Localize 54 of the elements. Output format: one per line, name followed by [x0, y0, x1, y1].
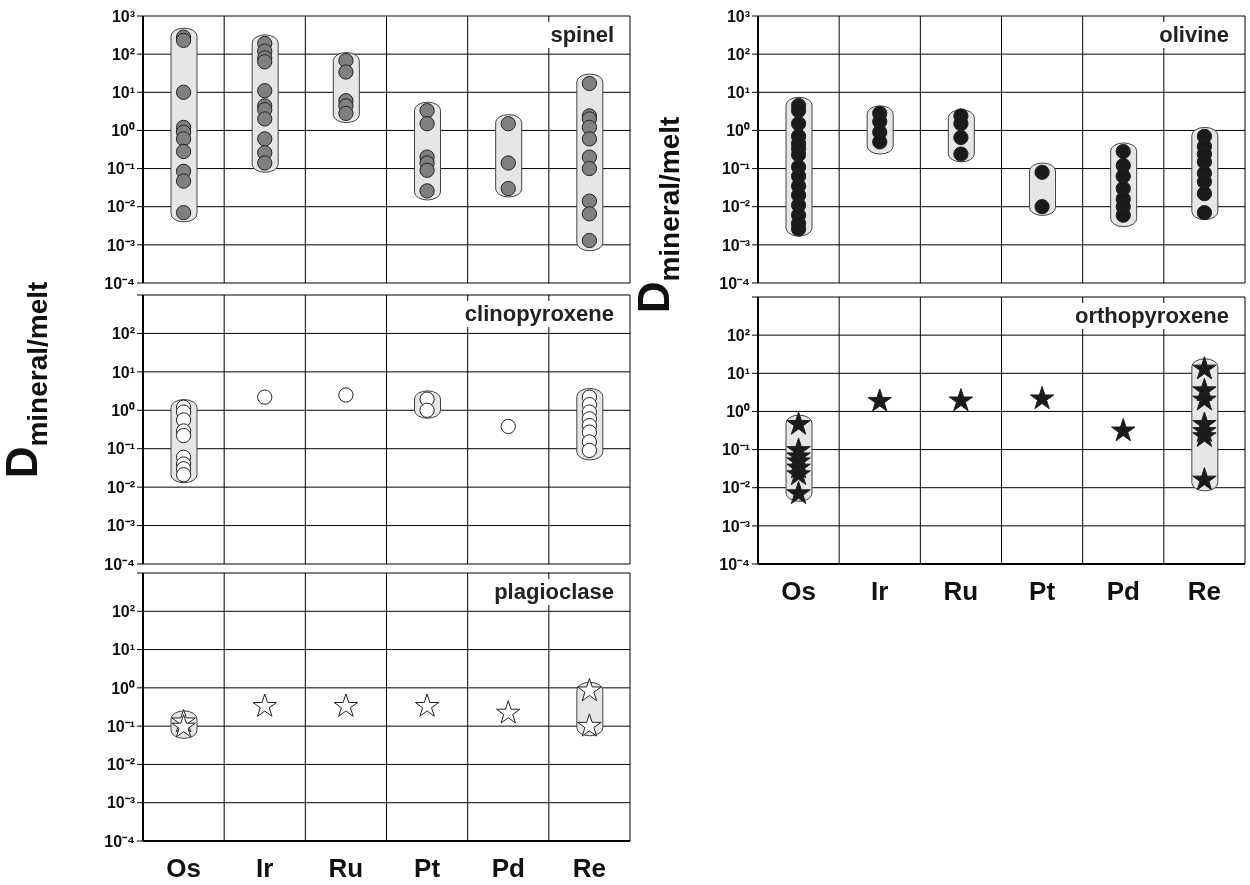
- y-tick-label: 10²: [111, 602, 135, 620]
- y-tick-label: 10⁻¹: [106, 717, 135, 735]
- x-tick-label: Os: [781, 576, 816, 607]
- y-tick-label: 10⁻²: [106, 756, 135, 774]
- x-tick-label: Re: [1187, 576, 1222, 607]
- y-tick-label: 10¹: [726, 83, 750, 101]
- y-tick-label: 10³: [726, 7, 750, 25]
- y-tick-label: 10⁻⁴: [104, 555, 136, 573]
- y-tick-label: 10⁻⁴: [104, 832, 136, 850]
- x-tick-label: Re: [572, 853, 607, 884]
- y-tick-label: 10⁰: [726, 403, 750, 421]
- y-tick-label: 10¹: [726, 364, 750, 382]
- y-tick-label: 10⁻⁴: [719, 555, 751, 573]
- y-tick-label: 10⁰: [111, 679, 135, 697]
- x-tick-label: Pt: [1029, 576, 1056, 607]
- x-tick-label: Pd: [491, 853, 525, 884]
- chart-title: orthopyroxene: [1070, 303, 1233, 329]
- y-tick-label: 10¹: [111, 83, 135, 101]
- y-tick-label: 10⁻²: [721, 198, 750, 216]
- y-tick-label: 10⁻¹: [106, 160, 135, 178]
- y-tick-label: 10²: [726, 45, 750, 63]
- y-tick-label: 10⁻³: [106, 794, 135, 812]
- y-tick-label: 10¹: [111, 363, 135, 381]
- x-tick-label: Pd: [1106, 576, 1140, 607]
- x-tick-label: Ru: [943, 576, 979, 607]
- y-tick-label: 10⁻¹: [721, 441, 750, 459]
- y-tick-label: 10⁻¹: [106, 440, 135, 458]
- y-tick-label: 10⁻²: [106, 478, 135, 496]
- x-tick-label: Os: [166, 853, 201, 884]
- y-tick-label: 10⁻²: [106, 198, 135, 216]
- y-tick-label: 10⁰: [111, 401, 135, 419]
- y-tick-label: 10⁰: [726, 122, 750, 140]
- chart-title: plagioclase: [490, 579, 618, 605]
- chart-title: clinopyroxene: [460, 301, 618, 327]
- y-tick-label: 10²: [111, 325, 135, 343]
- y-tick-label: 10⁻³: [106, 517, 135, 535]
- chart-title: spinel: [546, 22, 618, 48]
- y-tick-label: 10⁻¹: [721, 160, 750, 178]
- x-tick-label: Ir: [256, 853, 274, 884]
- y-tick-label: 10⁻³: [721, 517, 750, 535]
- y-tick-label: 10⁰: [111, 122, 135, 140]
- y-tick-label: 10⁻³: [721, 236, 750, 254]
- y-tick-label: 10⁻²: [721, 479, 750, 497]
- chart-title: olivine: [1155, 22, 1233, 48]
- x-tick-label: Ir: [871, 576, 889, 607]
- y-tick-label: 10²: [111, 45, 135, 63]
- y-tick-label: 10¹: [111, 641, 135, 659]
- x-tick-label: Ru: [328, 853, 364, 884]
- y-tick-label: 10⁻⁴: [719, 274, 751, 292]
- y-tick-label: 10⁻³: [106, 236, 135, 254]
- y-tick-label: 10²: [726, 326, 750, 344]
- x-tick-label: Pt: [414, 853, 441, 884]
- y-tick-label: 10⁻⁴: [104, 274, 136, 292]
- y-tick-label: 10³: [111, 7, 135, 25]
